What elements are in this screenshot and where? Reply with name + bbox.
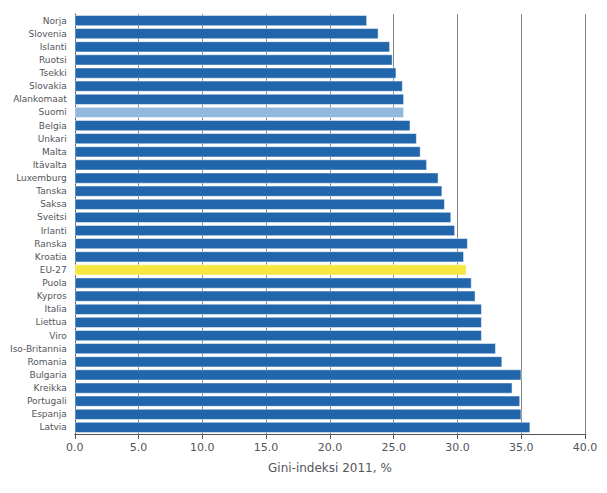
svg-text:Luxemburg: Luxemburg: [16, 173, 67, 183]
svg-text:Viro: Viro: [49, 331, 67, 341]
svg-text:Slovakia: Slovakia: [29, 81, 67, 91]
svg-text:40.0: 40.0: [573, 441, 598, 454]
svg-text:Romania: Romania: [27, 357, 66, 367]
svg-text:Italia: Italia: [45, 304, 67, 314]
svg-text:35.0: 35.0: [509, 441, 534, 454]
svg-text:Belgia: Belgia: [39, 121, 67, 131]
svg-text:Malta: Malta: [42, 147, 67, 157]
svg-text:Latvia: Latvia: [39, 422, 66, 432]
svg-text:EU-27: EU-27: [40, 265, 67, 275]
svg-text:Iso-Britannia: Iso-Britannia: [10, 344, 67, 354]
svg-text:Ruotsi: Ruotsi: [39, 55, 67, 65]
svg-text:Ranska: Ranska: [34, 239, 67, 249]
svg-text:Suomi: Suomi: [39, 107, 67, 117]
svg-text:Itävalta: Itävalta: [33, 160, 67, 170]
svg-text:Islanti: Islanti: [40, 42, 67, 52]
svg-text:Irlanti: Irlanti: [41, 226, 67, 236]
svg-text:Kroatia: Kroatia: [35, 252, 67, 262]
svg-text:Alankomaat: Alankomaat: [13, 94, 67, 104]
svg-text:Tanska: Tanska: [35, 186, 67, 196]
svg-text:Bulgaria: Bulgaria: [29, 370, 66, 380]
svg-text:Espanja: Espanja: [31, 409, 66, 419]
svg-text:Puola: Puola: [42, 278, 67, 288]
svg-text:Saksa: Saksa: [40, 199, 67, 209]
svg-text:10.0: 10.0: [190, 441, 215, 454]
svg-text:5.0: 5.0: [130, 441, 148, 454]
svg-text:Portugali: Portugali: [27, 396, 67, 406]
svg-text:30.0: 30.0: [445, 441, 470, 454]
svg-text:25.0: 25.0: [381, 441, 406, 454]
svg-text:Unkari: Unkari: [38, 134, 67, 144]
svg-text:20.0: 20.0: [318, 441, 343, 454]
svg-text:Sveitsi: Sveitsi: [37, 212, 67, 222]
svg-text:Slovenia: Slovenia: [28, 29, 66, 39]
svg-text:15.0: 15.0: [254, 441, 279, 454]
svg-text:Tsekki: Tsekki: [39, 68, 67, 78]
svg-text:Liettua: Liettua: [35, 317, 66, 327]
svg-text:Gini-indeksi 2011, %: Gini-indeksi 2011, %: [268, 461, 392, 475]
svg-text:0.0: 0.0: [66, 441, 84, 454]
svg-text:Kypros: Kypros: [37, 291, 67, 301]
svg-text:Norja: Norja: [43, 16, 67, 26]
svg-text:Kreikka: Kreikka: [34, 383, 67, 393]
